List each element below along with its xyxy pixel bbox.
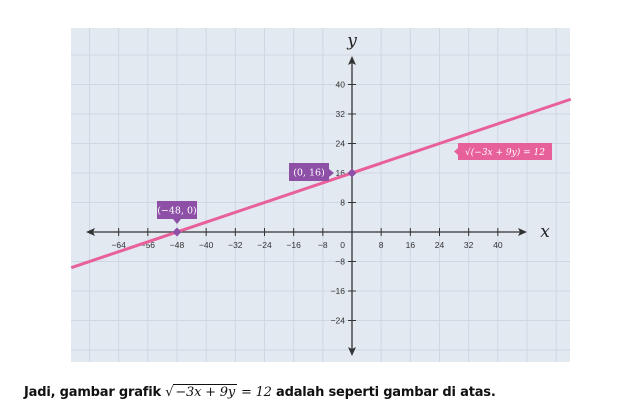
series-line <box>70 97 572 270</box>
point-label-box <box>157 201 197 219</box>
caption-text-after: adalah seperti gambar di atas. <box>271 385 496 400</box>
y-tick-label: −24 <box>331 316 346 326</box>
x-tick-label: 32 <box>464 240 474 250</box>
x-tick-label: 16 <box>406 240 416 250</box>
plot-background <box>71 28 570 362</box>
x-axis-label: x <box>540 222 550 242</box>
x-tick-label: 8 <box>379 240 384 250</box>
x-tick-label: 40 <box>493 240 503 250</box>
point-marker <box>347 168 357 178</box>
y-axis-down-arrow-icon <box>348 347 356 356</box>
y-tick-label: −8 <box>335 257 345 267</box>
point-label: (−48, 0) <box>157 206 197 217</box>
x-tick-label: −40 <box>199 240 214 250</box>
point-label-box <box>289 163 329 181</box>
series-label-box <box>458 143 552 160</box>
y-tick-label: 16 <box>336 168 346 178</box>
x-tick-label: −56 <box>141 240 156 250</box>
x-tick-label: −32 <box>228 240 243 250</box>
series-label-pointer <box>454 148 458 155</box>
series-label: √(−3x + 9y) = 12 <box>465 147 545 158</box>
y-tick-label: 40 <box>336 80 346 90</box>
caption-rhs: = 12 <box>237 385 272 400</box>
y-tick-label: 24 <box>336 139 346 149</box>
x-tick-label: 24 <box>435 240 445 250</box>
x-tick-label: −8 <box>318 240 328 250</box>
y-axis-label: y <box>346 31 357 51</box>
caption: Jadi, gambar grafik √ −3x + 9y = 12 adala… <box>24 384 496 400</box>
point-label-pointer <box>173 219 181 224</box>
x-axis-right-arrow-icon <box>518 228 527 236</box>
point-label-pointer <box>329 169 334 177</box>
point-marker <box>172 227 182 237</box>
x-tick-label: −64 <box>111 240 126 250</box>
point-label: (0, 16) <box>293 168 325 179</box>
caption-equation: √ −3x + 9y = 12 <box>165 384 272 400</box>
line-chart: x y −64 −56 −48 −40 −32 −24 −16 −8 8 16 24 32 40 −24 −16… <box>70 28 572 362</box>
x-axis-left-arrow-icon <box>86 228 95 236</box>
x-tick-label: −48 <box>170 240 185 250</box>
x-tick-label: −24 <box>257 240 272 250</box>
caption-radicand: −3x + 9y <box>173 384 238 400</box>
origin-label: 0 <box>340 240 345 250</box>
y-axis-up-arrow-icon <box>348 56 356 65</box>
caption-text-before: Jadi, gambar grafik <box>24 385 166 400</box>
x-tick-label: −16 <box>286 240 301 250</box>
y-tick-label: 8 <box>340 198 345 208</box>
y-tick-label: 32 <box>336 109 346 119</box>
y-tick-label: −16 <box>331 286 346 296</box>
